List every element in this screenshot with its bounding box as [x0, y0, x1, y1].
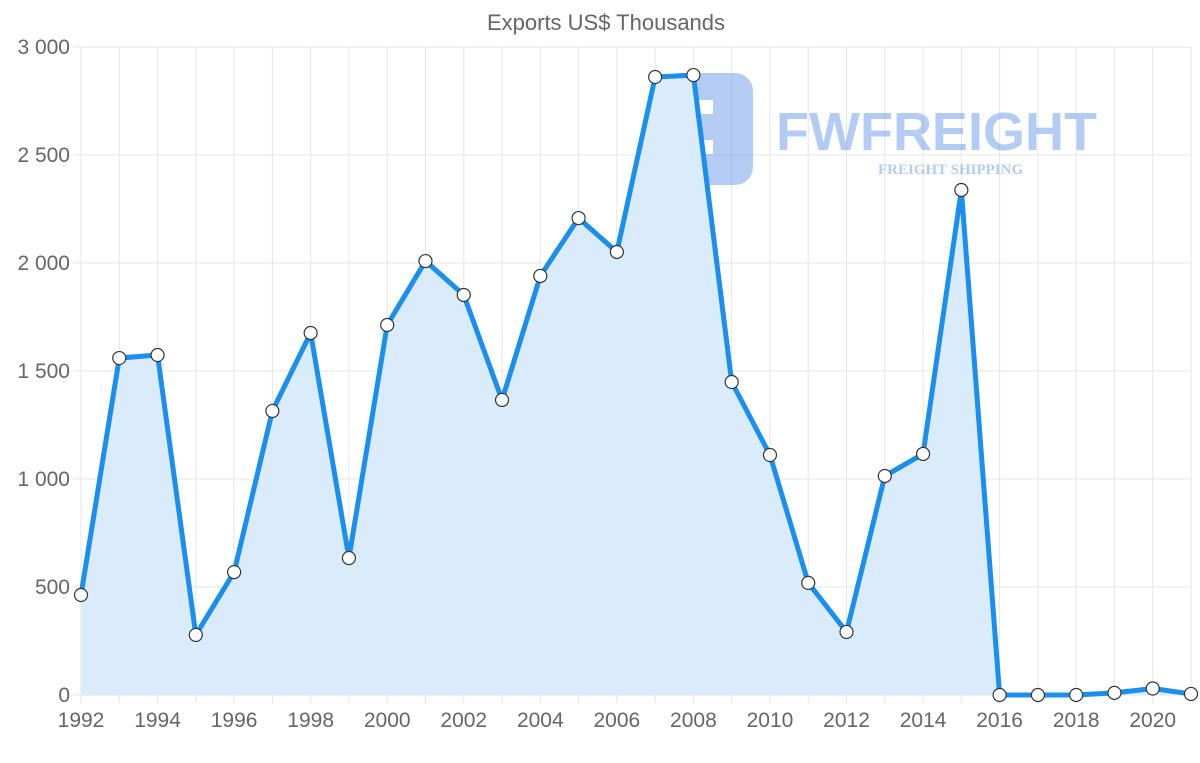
x-tick-label: 1996	[211, 709, 258, 732]
data-point[interactable]	[418, 253, 433, 269]
x-tick-label: 1994	[134, 709, 181, 732]
series-area-fill	[81, 75, 1191, 695]
data-point[interactable]	[609, 244, 624, 260]
x-tick-label: 2018	[1053, 709, 1100, 732]
data-point[interactable]	[1145, 681, 1160, 696]
data-point[interactable]	[265, 403, 280, 419]
y-tick-label: 2 500	[17, 144, 70, 167]
data-point[interactable]	[1107, 685, 1122, 700]
data-point[interactable]	[724, 374, 739, 390]
data-point[interactable]	[494, 392, 510, 408]
data-point[interactable]	[686, 67, 701, 83]
x-tick-label: 2016	[976, 709, 1023, 732]
data-point[interactable]	[1183, 686, 1199, 702]
x-tick-label: 2000	[364, 709, 411, 732]
x-tick-label: 2014	[900, 709, 947, 732]
y-tick-label: 1 500	[17, 360, 70, 383]
chart-title: Exports US$ Thousands	[487, 10, 725, 35]
data-point[interactable]	[73, 587, 89, 603]
x-tick-label: 2010	[747, 709, 794, 732]
data-point[interactable]	[877, 468, 892, 484]
data-point[interactable]	[188, 627, 203, 643]
data-point[interactable]	[380, 317, 395, 333]
x-tick-label: 1998	[287, 709, 334, 732]
x-tick-label: 1992	[58, 709, 105, 732]
data-point[interactable]	[571, 210, 586, 226]
fwfreight-watermark-logo: FWFREIGHT FREIGHT SHIPPING	[663, 73, 1097, 185]
x-tick-label: 2020	[1129, 709, 1176, 732]
y-tick-label: 1 000	[17, 468, 70, 491]
watermark-tagline: FREIGHT SHIPPING	[878, 162, 1023, 178]
data-point[interactable]	[533, 268, 548, 284]
x-tick-label: 2002	[440, 709, 487, 732]
y-tick-label: 0	[58, 684, 70, 707]
y-tick-label: 2 000	[17, 252, 70, 275]
data-point[interactable]	[954, 182, 969, 198]
watermark-brand: FWFREIGHT	[776, 102, 1097, 162]
x-tick-label: 2004	[517, 709, 564, 732]
data-point[interactable]	[112, 350, 127, 366]
data-point[interactable]	[915, 446, 931, 462]
y-tick-label: 500	[35, 576, 70, 599]
data-point[interactable]	[456, 287, 471, 303]
x-tick-label: 2006	[594, 709, 641, 732]
data-point[interactable]	[1030, 687, 1045, 703]
data-point[interactable]	[762, 447, 778, 463]
data-point[interactable]	[992, 687, 1007, 703]
data-point[interactable]	[303, 325, 318, 341]
data-point[interactable]	[839, 624, 854, 640]
data-point[interactable]	[341, 550, 357, 566]
data-point[interactable]	[1069, 687, 1084, 703]
x-tick-label: 2008	[670, 709, 717, 732]
y-tick-label: 3 000	[17, 36, 70, 59]
data-point[interactable]	[648, 69, 663, 85]
data-point[interactable]	[227, 564, 242, 580]
data-point[interactable]	[150, 347, 165, 363]
x-tick-label: 2012	[823, 709, 870, 732]
data-point[interactable]	[801, 575, 816, 590]
